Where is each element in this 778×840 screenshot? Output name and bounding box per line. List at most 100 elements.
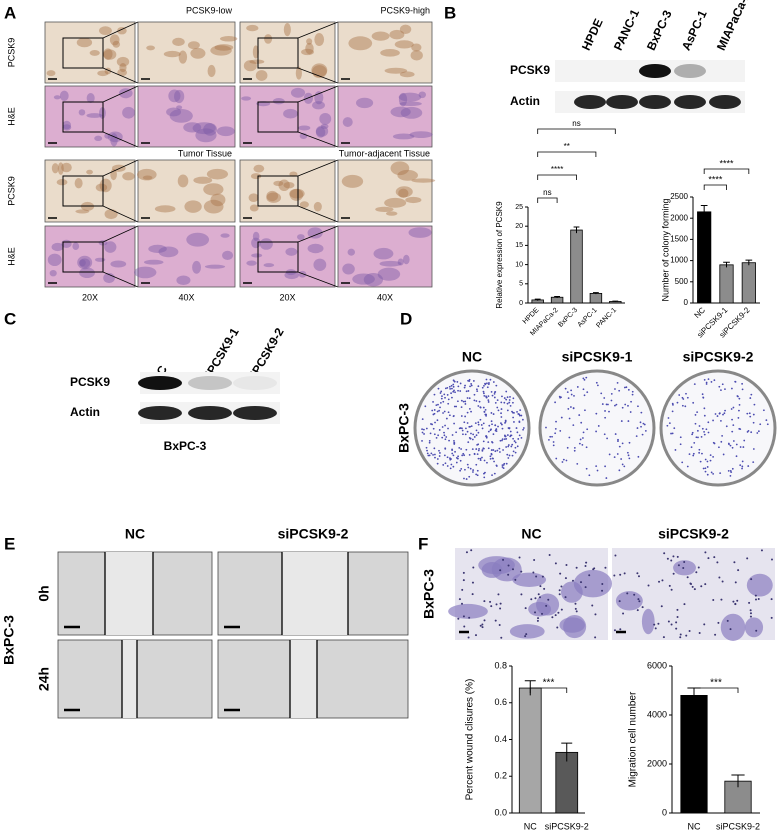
colony xyxy=(704,467,707,470)
tissue xyxy=(207,64,216,78)
colony xyxy=(457,385,460,388)
pore xyxy=(695,571,698,574)
pore xyxy=(614,554,617,557)
tissue xyxy=(403,254,410,265)
colony xyxy=(495,465,498,467)
tissue xyxy=(154,205,176,213)
tissue xyxy=(172,37,185,47)
tissue xyxy=(51,163,59,174)
pore xyxy=(462,615,465,618)
pore xyxy=(580,581,583,584)
colony xyxy=(608,453,611,456)
colony xyxy=(514,441,517,444)
tissue xyxy=(163,50,181,58)
colony xyxy=(567,408,570,410)
colony xyxy=(485,436,488,439)
colony xyxy=(564,387,567,390)
colony xyxy=(734,380,737,383)
significance-label: **** xyxy=(719,158,734,168)
colony xyxy=(464,415,467,418)
tissue xyxy=(47,253,62,267)
condition: NC xyxy=(125,526,145,542)
tissue xyxy=(285,247,298,256)
colony xyxy=(472,433,475,436)
colony xyxy=(480,424,483,426)
colony xyxy=(447,427,449,430)
colony xyxy=(720,389,722,392)
colony xyxy=(713,379,716,382)
tissue xyxy=(249,204,259,212)
condition: siPCSK9-2 xyxy=(658,526,729,542)
colony xyxy=(493,396,496,399)
blot-label: PCSK9 xyxy=(70,375,110,389)
tissue xyxy=(216,126,235,137)
colony xyxy=(686,396,689,399)
pore xyxy=(472,566,475,569)
pore xyxy=(463,625,466,628)
colony xyxy=(485,395,487,398)
colony xyxy=(555,420,557,423)
pore xyxy=(490,605,493,608)
colony xyxy=(514,446,517,449)
micrograph xyxy=(137,225,236,288)
tissue xyxy=(249,59,265,64)
colony xyxy=(465,478,468,480)
colony xyxy=(732,406,735,409)
colony xyxy=(450,392,452,395)
tissue xyxy=(384,197,407,208)
pore xyxy=(638,600,641,603)
tissue xyxy=(342,117,353,127)
colony xyxy=(469,385,471,388)
error-bar xyxy=(612,300,619,302)
colony xyxy=(693,383,696,385)
colony xyxy=(428,441,431,444)
tissue xyxy=(398,92,408,107)
colony xyxy=(729,444,732,447)
colony xyxy=(510,445,513,448)
colony xyxy=(421,428,423,431)
pore xyxy=(734,602,737,605)
tissue xyxy=(410,50,423,61)
colony xyxy=(425,427,428,430)
tissue xyxy=(76,37,93,48)
colony xyxy=(493,392,496,395)
pore xyxy=(483,600,486,603)
significance-label: *** xyxy=(710,678,722,689)
label: BxPC-3 xyxy=(396,403,412,453)
colony xyxy=(627,454,630,457)
pore xyxy=(683,603,686,606)
tissue xyxy=(56,179,68,186)
condition: NC xyxy=(462,349,482,365)
colony xyxy=(603,397,606,399)
colony xyxy=(731,430,734,433)
pore xyxy=(749,609,752,612)
colony xyxy=(616,453,619,455)
micrograph xyxy=(239,21,336,84)
tissue xyxy=(284,271,299,280)
pore xyxy=(770,598,773,601)
colony xyxy=(739,446,742,448)
pore xyxy=(489,600,492,603)
pore xyxy=(641,606,644,609)
colony xyxy=(493,460,495,463)
image-title: Tumor-adjacent Tissue xyxy=(339,148,430,158)
colony xyxy=(492,413,495,415)
colony xyxy=(705,383,708,385)
colony xyxy=(581,444,584,446)
pore xyxy=(474,634,477,637)
colony xyxy=(500,408,503,410)
colony xyxy=(686,465,689,468)
pore xyxy=(670,559,673,562)
colony xyxy=(698,448,701,451)
wound xyxy=(282,552,348,635)
colony xyxy=(707,431,710,434)
significance-bracket xyxy=(703,184,727,190)
colony xyxy=(678,394,681,396)
pore xyxy=(661,579,664,582)
colony xyxy=(432,453,434,456)
band xyxy=(674,64,706,78)
pore xyxy=(691,585,694,588)
tissue xyxy=(78,109,86,116)
blot-label: Actin xyxy=(70,405,100,419)
colony xyxy=(454,391,456,394)
